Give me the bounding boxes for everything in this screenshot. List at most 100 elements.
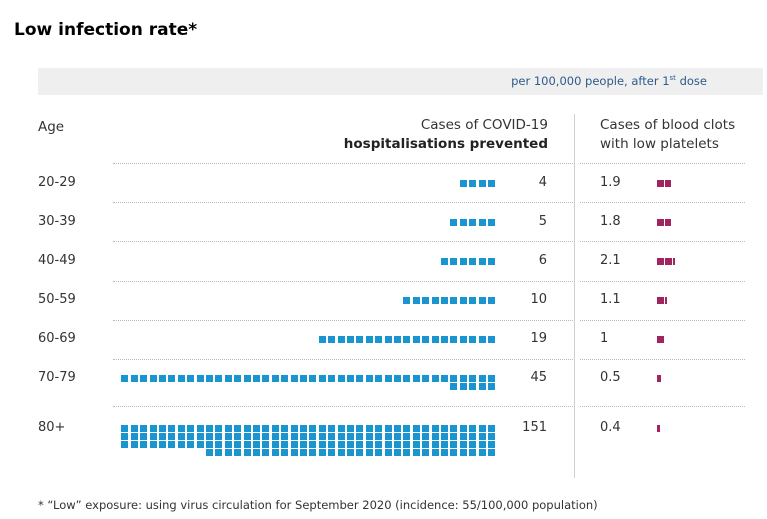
case-square: [253, 441, 260, 448]
age-label: 70-79: [38, 370, 76, 385]
case-square: [224, 375, 232, 382]
case-square: [159, 441, 166, 448]
case-square: [177, 375, 185, 382]
case-square: [375, 336, 383, 343]
case-square: [224, 449, 232, 456]
case-square: [206, 375, 213, 382]
case-square: [441, 441, 448, 448]
case-square: [431, 449, 439, 456]
case-square: [441, 297, 448, 304]
case-square: [130, 375, 138, 382]
footnote: * “Low” exposure: using virus circulatio…: [38, 498, 598, 512]
case-square: [394, 449, 401, 456]
cases-value-label: 5: [538, 214, 547, 229]
column-divider: [574, 114, 575, 478]
case-square: [262, 441, 270, 448]
case-square: [431, 375, 439, 382]
case-square: [215, 449, 223, 456]
case-square: [412, 336, 420, 343]
case-square: [130, 425, 138, 432]
case-square: [422, 336, 430, 343]
clots-value-label: 1.8: [600, 214, 621, 229]
case-square: [168, 425, 176, 432]
unit-note: per 100,000 people, after 1st dose: [511, 74, 707, 88]
case-square: [412, 441, 420, 448]
case-square: [168, 433, 176, 440]
case-square: [394, 425, 401, 432]
case-square: [365, 425, 373, 432]
case-square: [488, 336, 495, 343]
case-square: [262, 449, 270, 456]
row-separator: [113, 320, 573, 321]
case-square: [459, 297, 467, 304]
case-square: [469, 219, 477, 226]
row-separator: [113, 406, 573, 407]
clot-square: [665, 180, 672, 187]
case-square: [309, 433, 317, 440]
case-square: [422, 441, 430, 448]
row-separator: [113, 163, 573, 164]
case-square: [347, 375, 354, 382]
case-square: [478, 336, 486, 343]
case-square: [412, 433, 420, 440]
age-label: 50-59: [38, 292, 76, 307]
case-square: [394, 375, 401, 382]
clot-square: [665, 219, 671, 226]
case-square: [290, 449, 298, 456]
case-square: [290, 433, 298, 440]
case-square: [290, 441, 298, 448]
clots-value-label: 2.1: [600, 253, 621, 268]
case-square: [431, 336, 439, 343]
case-square: [450, 258, 458, 265]
case-square: [422, 433, 430, 440]
clots-value-label: 0.4: [600, 420, 621, 435]
case-square: [478, 258, 486, 265]
case-square: [309, 449, 317, 456]
case-square: [469, 449, 477, 456]
case-square: [300, 449, 307, 456]
case-square: [478, 449, 486, 456]
case-square: [365, 433, 373, 440]
case-square: [469, 425, 477, 432]
case-square: [347, 449, 354, 456]
case-square: [149, 433, 157, 440]
case-square: [290, 425, 298, 432]
case-square: [441, 433, 448, 440]
age-label: 40-49: [38, 253, 76, 268]
case-square: [431, 297, 439, 304]
cases-value-label: 4: [538, 175, 547, 190]
case-square: [450, 433, 458, 440]
case-square: [450, 375, 458, 382]
case-square: [488, 449, 495, 456]
case-square: [196, 441, 204, 448]
clots-header-line1: Cases of blood clots: [600, 117, 736, 133]
case-square: [441, 258, 448, 265]
cases-header-line2: hospitalisations prevented: [343, 136, 548, 152]
case-square: [140, 425, 148, 432]
case-square: [450, 219, 458, 226]
case-square: [121, 441, 129, 448]
case-square: [441, 375, 448, 382]
case-square: [459, 441, 467, 448]
case-square: [243, 433, 251, 440]
unit-note-sup: st: [669, 74, 676, 83]
row-separator-clots: [580, 163, 745, 164]
case-square: [459, 180, 467, 187]
case-square: [356, 441, 364, 448]
case-square: [187, 433, 195, 440]
unit-note-suffix: dose: [675, 74, 707, 88]
case-square: [365, 449, 373, 456]
case-square: [394, 336, 401, 343]
case-square: [328, 336, 336, 343]
row-separator: [113, 359, 573, 360]
case-square: [234, 449, 242, 456]
case-square: [488, 441, 495, 448]
case-square: [365, 336, 373, 343]
case-square: [318, 441, 326, 448]
clots-value-label: 1.9: [600, 175, 621, 190]
case-square: [337, 449, 345, 456]
case-square: [271, 433, 279, 440]
case-square: [253, 449, 260, 456]
case-square: [243, 425, 251, 432]
case-square: [328, 441, 336, 448]
